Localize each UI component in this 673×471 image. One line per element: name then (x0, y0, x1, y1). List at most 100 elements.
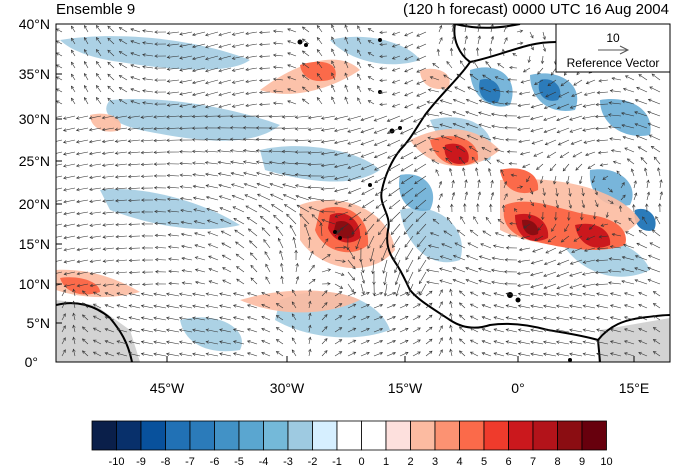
wind-vector-head (95, 49, 100, 53)
wind-vector (454, 134, 466, 141)
colorbar-swatch (361, 420, 387, 451)
wind-vector-head (192, 92, 196, 97)
wind-vector-head (482, 230, 486, 234)
wind-vector (291, 289, 297, 297)
wind-vector-head (242, 149, 247, 153)
wind-vector-head (249, 252, 254, 256)
wind-vector (633, 192, 637, 201)
wind-vector (465, 279, 479, 285)
wind-vector-head (51, 117, 54, 120)
wind-vector (481, 352, 492, 357)
wind-vector (129, 293, 141, 297)
wind-vector-head (455, 146, 460, 150)
wind-vector (529, 187, 533, 195)
wind-vector-head (287, 64, 291, 68)
wind-vector (541, 55, 544, 64)
wind-vector (218, 103, 232, 108)
wind-vector-head (286, 213, 290, 218)
wind-vector-head (392, 327, 396, 332)
wind-vector-head (466, 134, 471, 138)
wind-vector (63, 199, 76, 203)
wind-vector-head (556, 273, 560, 278)
wind-vector (646, 180, 649, 189)
wind-vector-head (232, 340, 237, 344)
wind-vector (96, 37, 102, 45)
wind-vector-head (71, 37, 75, 42)
wind-vector (130, 88, 141, 93)
wind-vector (61, 325, 66, 333)
wind-vector-head (366, 339, 370, 344)
wind-vector-head (128, 222, 132, 227)
wind-vector (492, 137, 505, 141)
wind-vector (291, 337, 297, 345)
wind-vector (368, 64, 375, 69)
wind-vector-head (179, 80, 183, 84)
wind-vector (167, 43, 180, 46)
wind-vector-head (469, 327, 474, 331)
wind-vector (344, 24, 349, 33)
wind-vector (558, 91, 570, 98)
wind-vector-head (316, 61, 321, 65)
wind-vector (416, 223, 427, 235)
wind-vector-head (404, 351, 409, 355)
wind-vector (192, 317, 206, 321)
wind-vector-head (436, 204, 441, 209)
wind-vector-head (621, 99, 626, 104)
wind-vector (493, 328, 505, 333)
wind-vector (437, 49, 440, 57)
wind-vector (598, 151, 609, 154)
wind-vector-head (205, 195, 210, 200)
wind-vector-head (101, 151, 106, 156)
wind-vector-head (89, 211, 93, 215)
wind-vector (218, 184, 232, 189)
wind-vector (435, 169, 440, 177)
wind-vector (192, 115, 206, 117)
wind-vector-head (609, 137, 613, 141)
wind-vector-head (334, 176, 338, 181)
wind-vector-head (324, 314, 328, 318)
wind-vector (477, 35, 481, 45)
wind-vector (583, 329, 596, 333)
wind-vector-head (154, 66, 158, 70)
wind-vector-head (553, 181, 557, 185)
wind-vector-head (379, 54, 383, 59)
wind-vector (372, 259, 375, 274)
wind-vector-head (89, 223, 93, 227)
wind-vector-head (295, 262, 299, 267)
wind-vector (308, 278, 316, 285)
wind-vector (63, 115, 76, 119)
wind-vector (610, 305, 622, 309)
wind-vector-head (221, 254, 226, 258)
wind-vector-head (522, 164, 526, 168)
wind-vector-head (229, 149, 234, 153)
wind-vector (269, 161, 284, 165)
wind-vector (308, 250, 314, 261)
colorbar-tick-label: -9 (136, 456, 146, 468)
wind-vector-head (51, 177, 54, 180)
wind-vector-head (320, 198, 325, 203)
wind-vector-head (383, 281, 387, 286)
reference-vector-arrow (598, 45, 630, 55)
wind-vector-head (204, 137, 208, 142)
lon-label-15e: 15°E (619, 380, 650, 396)
wind-vector-head (379, 244, 383, 249)
wind-vector-head (231, 32, 236, 36)
wind-vector-head (232, 352, 237, 356)
wind-vector (179, 43, 193, 47)
wind-vector (302, 62, 310, 69)
wind-vector (638, 352, 648, 357)
wind-vector (93, 327, 102, 333)
wind-vector-head (469, 315, 474, 319)
wind-vector-head (490, 268, 495, 272)
wind-vector (321, 139, 336, 143)
wind-vector-head (426, 124, 430, 128)
wind-vector (594, 187, 598, 195)
wind-vector-head (517, 352, 522, 356)
wind-vector-head (287, 88, 291, 92)
wind-vector (532, 91, 544, 97)
colorbar-swatch (385, 420, 411, 451)
wind-vector (401, 187, 414, 197)
wind-vector (334, 139, 349, 144)
wind-vector (208, 243, 219, 249)
